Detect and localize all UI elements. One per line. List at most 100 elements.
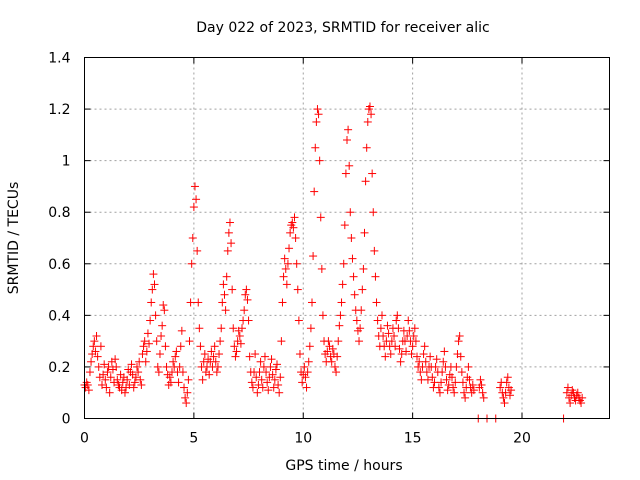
- data-point: [219, 280, 228, 289]
- data-point: [356, 324, 365, 333]
- data-point: [154, 368, 163, 377]
- data-point: [315, 156, 324, 165]
- data-point: [174, 378, 183, 387]
- data-point: [176, 342, 185, 351]
- data-point: [386, 350, 395, 359]
- x-tick-label: 20: [513, 431, 531, 447]
- data-point: [503, 373, 512, 382]
- x-tick-label: 5: [189, 431, 198, 447]
- data-point: [254, 380, 263, 389]
- data-point: [223, 246, 232, 255]
- data-point: [563, 383, 572, 392]
- data-point: [188, 234, 197, 242]
- data-point: [162, 362, 171, 371]
- data-point: [190, 182, 199, 191]
- data-point: [369, 208, 378, 217]
- data-point: [184, 375, 193, 384]
- data-point: [573, 388, 582, 397]
- data-point: [409, 331, 418, 340]
- data-point: [172, 347, 181, 356]
- plot-frame: [84, 57, 610, 419]
- data-point: [151, 311, 160, 320]
- data-point: [253, 388, 262, 397]
- data-point: [449, 383, 458, 392]
- data-point: [149, 270, 158, 279]
- data-point: [207, 347, 216, 356]
- data-point: [317, 264, 326, 273]
- data-point: [92, 331, 101, 340]
- data-point: [294, 316, 303, 325]
- data-point: [160, 306, 169, 315]
- data-point: [293, 285, 302, 294]
- data-point: [212, 368, 221, 377]
- data-point: [238, 324, 246, 333]
- data-point: [127, 360, 136, 369]
- data-point: [91, 347, 100, 356]
- data-point: [360, 228, 369, 237]
- data-point: [198, 375, 207, 384]
- data-point: [102, 383, 111, 392]
- data-point: [346, 208, 355, 217]
- data-point: [153, 362, 162, 371]
- data-point: [440, 347, 449, 356]
- data-point: [438, 368, 447, 377]
- data-point: [83, 380, 92, 389]
- data-point: [183, 388, 192, 397]
- data-point: [316, 213, 325, 222]
- data-point: [175, 362, 184, 371]
- data-point: [502, 378, 511, 387]
- data-point: [357, 306, 366, 315]
- data-point: [290, 213, 299, 222]
- data-point: [333, 352, 342, 361]
- data-point: [423, 375, 432, 384]
- data-point: [87, 357, 96, 366]
- data-point: [362, 143, 371, 152]
- data-point: [134, 368, 143, 377]
- data-point: [305, 342, 314, 351]
- data-point: [443, 386, 452, 395]
- data-point: [267, 355, 276, 364]
- data-point: [147, 298, 156, 307]
- data-point: [479, 393, 488, 402]
- data-point: [314, 110, 323, 119]
- data-point: [345, 161, 354, 170]
- data-point: [209, 352, 218, 361]
- data-point: [370, 246, 379, 255]
- data-point: [355, 337, 364, 346]
- data-point: [235, 331, 244, 340]
- data-point: [373, 316, 382, 325]
- data-point: [148, 285, 157, 294]
- data-point: [98, 380, 106, 389]
- y-axis-label: SRMTID / TECUs: [6, 182, 22, 295]
- data-point: [306, 324, 315, 333]
- data-point: [384, 329, 393, 338]
- data-point: [312, 117, 321, 126]
- data-point: [367, 110, 376, 119]
- data-point: [476, 375, 485, 384]
- data-point: [266, 362, 275, 371]
- data-point: [390, 331, 399, 340]
- data-point: [282, 280, 291, 289]
- data-point: [194, 298, 203, 307]
- data-point: [222, 272, 231, 281]
- data-point: [393, 311, 402, 320]
- data-point: [397, 350, 406, 359]
- data-point: [243, 295, 252, 304]
- data-point: [454, 337, 463, 346]
- data-point: [161, 342, 170, 351]
- data-point: [180, 383, 189, 392]
- data-point: [405, 326, 414, 335]
- data-point: [577, 399, 586, 408]
- data-point: [248, 383, 257, 392]
- data-point: [376, 324, 385, 333]
- data-point: [262, 368, 271, 377]
- data-point: [365, 102, 374, 111]
- data-point: [308, 298, 316, 307]
- data-point: [298, 378, 307, 387]
- data-point: [313, 105, 322, 114]
- data-point: [469, 386, 478, 395]
- data-point: [104, 362, 113, 371]
- data-point: [145, 339, 154, 348]
- data-point: [410, 324, 419, 333]
